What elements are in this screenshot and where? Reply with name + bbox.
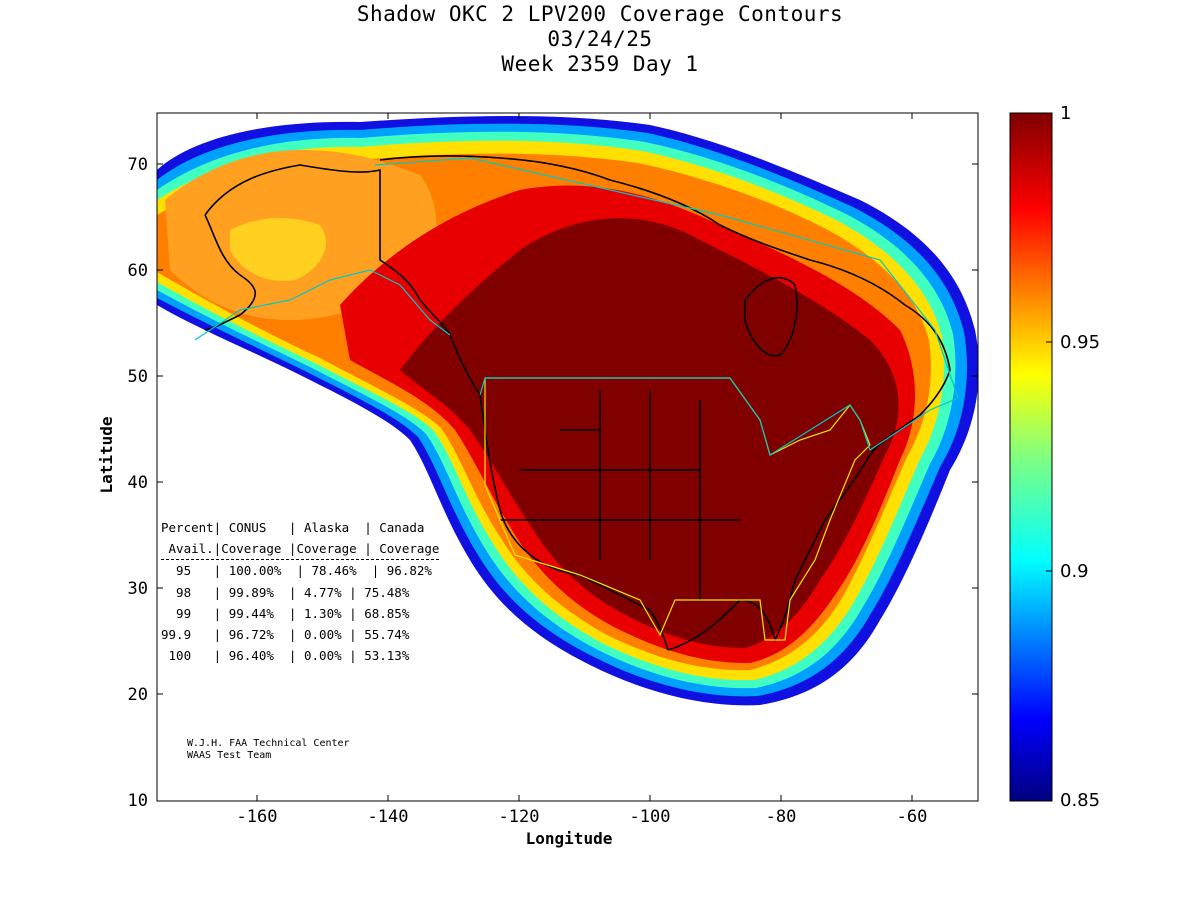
- chart-title-week: Week 2359 Day 1: [501, 52, 699, 76]
- x-tick-label: -100: [630, 807, 671, 827]
- colorbar-label-min: 0.85: [1060, 790, 1101, 811]
- chart-title-line1: Shadow OKC 2 LPV200 Coverage Contours: [356, 2, 844, 26]
- x-tick-label: -60: [897, 807, 928, 827]
- service-volume-outlines: [194, 157, 959, 641]
- colorbar-label: 0.9: [1060, 561, 1089, 582]
- y-axis-label: Latitude: [97, 416, 116, 493]
- stats-header-row2: Avail.|Coverage |Coverage | Coverage: [161, 538, 440, 561]
- y-tick-label: 70: [128, 155, 148, 175]
- colorbar-label: 0.95: [1060, 332, 1101, 353]
- plot-frame: [156, 112, 979, 802]
- colorbar: [1009, 112, 1053, 802]
- y-tick-label: 30: [128, 579, 148, 599]
- coverage-stats-table: Percent| CONUS | Alaska | Canada Avail.|…: [161, 517, 440, 666]
- colorbar-ticks: [1046, 341, 1052, 572]
- x-tick-label: -120: [499, 807, 540, 827]
- stats-row: 99.9 | 96.72% | 0.00% | 55.74%: [161, 627, 410, 643]
- stats-row: 95 | 100.00% | 78.46% | 96.82%: [161, 563, 432, 579]
- stats-row: 98 | 99.89% | 4.77% | 75.48%: [161, 584, 410, 600]
- x-axis-label: Longitude: [526, 829, 613, 848]
- stats-row: 100 | 96.40% | 0.00% | 53.13%: [161, 648, 410, 664]
- axis-ticks: [157, 113, 978, 801]
- y-tick-label: 20: [128, 685, 148, 705]
- stats-header-row1: Percent| CONUS | Alaska | Canada: [161, 520, 425, 535]
- coverage-contours: [157, 116, 978, 706]
- x-tick-label: -140: [368, 807, 409, 827]
- y-tick-label: 10: [128, 791, 148, 811]
- credit-line1: W.J.H. FAA Technical Center: [187, 738, 350, 749]
- y-tick-label: 60: [128, 261, 148, 281]
- y-tick-label: 40: [128, 473, 148, 493]
- x-tick-label: -160: [237, 807, 278, 827]
- coastlines: [204, 155, 951, 651]
- credit-line2: WAAS Test Team: [187, 750, 272, 761]
- y-tick-label: 50: [128, 367, 148, 387]
- chart-title-date: 03/24/25: [547, 27, 653, 51]
- x-tick-label: -80: [766, 807, 797, 827]
- stats-row: 99 | 99.44% | 1.30% | 68.85%: [161, 605, 410, 621]
- colorbar-label-max: 1: [1060, 103, 1072, 124]
